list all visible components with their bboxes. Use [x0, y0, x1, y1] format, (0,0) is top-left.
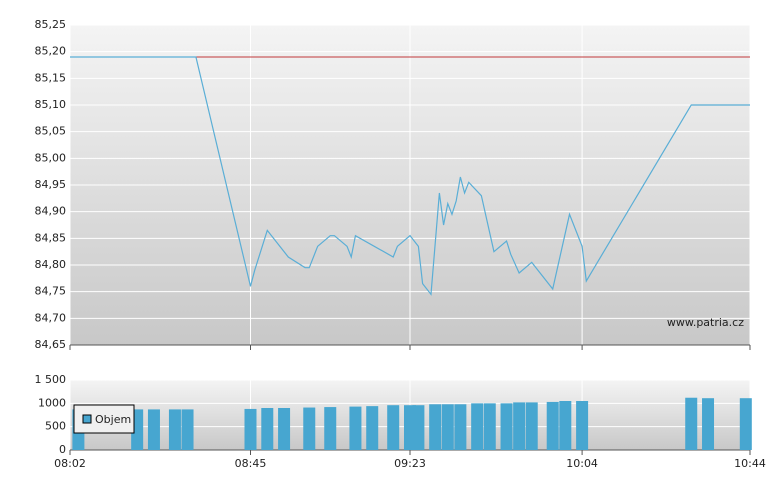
y-tick-label: 85,05: [35, 125, 67, 138]
y-tick-label: 85,10: [35, 98, 67, 111]
volume-bar: [366, 406, 379, 450]
y-tick-label: 85,00: [35, 151, 67, 164]
volume-bar: [147, 409, 160, 450]
volume-bar: [685, 397, 698, 450]
y-tick-label: 84,95: [35, 178, 67, 191]
volume-bar: [702, 398, 715, 450]
volume-bar: [559, 401, 572, 450]
volume-bar: [181, 409, 194, 450]
volume-bar: [303, 407, 316, 450]
volume-bar: [324, 407, 337, 450]
y-tick-label: 84,80: [35, 258, 67, 271]
x-tick-label: 10:04: [566, 457, 598, 470]
volume-bar: [576, 401, 589, 450]
volume-bar: [513, 402, 526, 450]
volume-bar: [471, 403, 484, 450]
price-line: [70, 56, 750, 296]
legend-swatch: [82, 414, 92, 424]
volume-bar: [412, 405, 425, 450]
y-tick-label: 85,25: [35, 18, 67, 31]
y-tick-label: 84,75: [35, 285, 67, 298]
volume-bar: [168, 409, 181, 450]
y-tick-label: 85,20: [35, 45, 67, 58]
y-tick-label: 84,85: [35, 231, 67, 244]
volume-bar: [278, 408, 291, 450]
volume-bar: [483, 403, 496, 450]
y-tick-label: 84,70: [35, 311, 67, 324]
volume-bar: [349, 406, 362, 450]
volume-bar: [546, 401, 559, 450]
y-tick-label: 85,15: [35, 71, 67, 84]
y-tick-label: 0: [59, 443, 66, 456]
y-tick-label: 84,90: [35, 205, 67, 218]
volume-bar: [244, 408, 257, 450]
y-tick-label: 1 500: [35, 373, 67, 386]
volume-bar: [525, 402, 538, 450]
volume-bar: [500, 403, 513, 450]
volume-bar: [454, 404, 467, 450]
y-tick-label: 84,65: [35, 338, 67, 351]
x-tick-label: 08:02: [54, 457, 86, 470]
volume-bar: [429, 404, 442, 450]
legend-label: Objem: [95, 413, 131, 426]
volume-bar: [387, 405, 400, 450]
volume-bar: [441, 404, 454, 450]
volume-bar: [739, 398, 752, 450]
watermark: www.patria.cz: [667, 316, 744, 329]
x-tick-label: 08:45: [235, 457, 267, 470]
y-tick-label: 500: [45, 420, 66, 433]
y-tick-label: 1000: [38, 396, 66, 409]
x-tick-label: 09:23: [394, 457, 426, 470]
x-tick-label: 10:44: [734, 457, 766, 470]
volume-bar: [261, 408, 274, 450]
